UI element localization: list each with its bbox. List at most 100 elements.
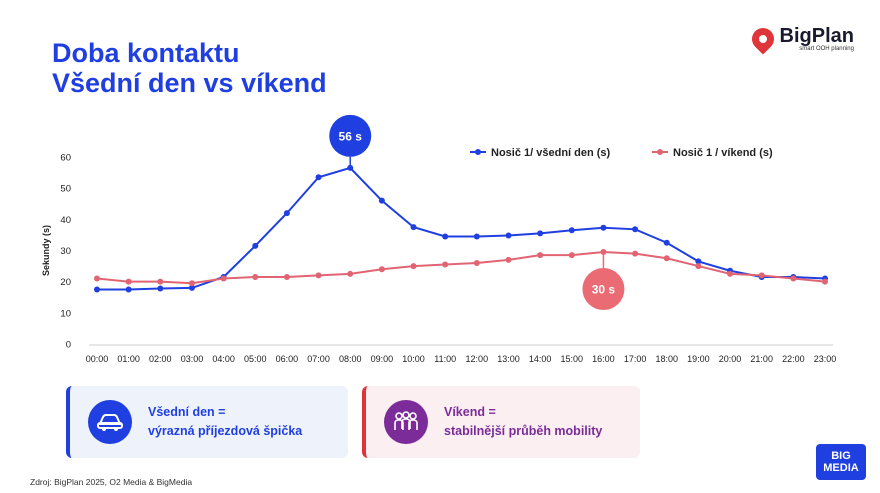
y-axis-label: Sekundy (s) [41,225,51,276]
y-tick-label: 0 [66,340,71,351]
weekend-data-point [537,252,544,259]
title-line-1: Doba kontaktu [52,38,240,68]
y-tick-label: 30 [60,246,71,257]
x-tick-label: 03:00 [181,354,204,364]
weekday-data-point [378,197,385,204]
weekday-data-point [283,210,290,217]
x-tick-label: 22:00 [782,354,805,364]
brand-line-2: MEDIA [823,462,859,474]
x-tick-label: 17:00 [624,354,647,364]
weekend-data-point [790,275,797,282]
weekend-data-point [188,280,195,287]
legend-label: Nosič 1 / víkend (s) [673,147,773,159]
weekend-data-point [94,275,100,282]
weekend-data-point [347,270,354,277]
weekday-data-point [442,233,449,240]
weekday-card-line2: výrazná příjezdová špička [148,424,303,438]
weekday-data-point [537,230,544,237]
weekend-data-point [632,250,639,257]
weekday-data-point [505,232,512,239]
weekend-data-point [568,252,575,259]
x-tick-label: 02:00 [149,354,172,364]
x-tick-label: 21:00 [750,354,773,364]
logo-name: BigPlan [779,25,854,47]
x-tick-label: 13:00 [497,354,520,364]
people-group-icon [384,400,428,444]
annotation-label: 56 s [339,129,363,143]
legend-swatch-marker [475,149,481,155]
weekday-data-point [663,239,670,246]
y-tick-label: 10 [60,308,71,319]
weekend-data-point [473,259,480,266]
y-tick-label: 40 [60,215,71,226]
bigmedia-logo: BIG MEDIA [816,444,866,480]
x-tick-label: 19:00 [687,354,710,364]
weekend-card-line2: stabilnější průběh mobility [444,424,603,438]
weekend-data-point [125,278,132,285]
weekday-data-point [600,224,607,231]
weekend-data-point [505,256,512,263]
y-tick-label: 50 [60,184,71,195]
page-title: Doba kontaktu Všední den vs víkend [52,38,327,98]
logo-tagline: smart OOH planning [799,46,854,52]
weekday-data-point [94,286,100,293]
legend-label: Nosič 1/ všední den (s) [491,147,611,159]
weekend-data-point [663,255,670,262]
x-tick-label: 05:00 [244,354,267,364]
weekday-data-point [125,286,132,293]
weekday-data-point [252,242,259,249]
x-tick-label: 01:00 [117,354,140,364]
weekday-data-point [410,224,417,231]
annotation-badge [329,114,372,157]
weekday-card: Všední den = výrazná příjezdová špička [66,386,348,458]
weekday-data-point [188,284,195,291]
y-tick-label: 60 [60,153,71,164]
x-tick-label: 09:00 [371,354,394,364]
weekday-data-point [315,174,322,181]
weekday-card-line1: Všední den = [148,405,226,419]
weekend-data-point [283,273,290,280]
bigplan-logo: BigPlan smart OOH planning [746,23,854,55]
x-tick-label: 06:00 [276,354,299,364]
x-tick-label: 18:00 [655,354,678,364]
x-tick-label: 00:00 [86,354,109,364]
weekend-data-point [378,266,385,273]
title-line-2: Všední den vs víkend [52,68,327,98]
weekday-data-point [157,285,164,292]
x-tick-label: 20:00 [719,354,742,364]
x-tick-label: 23:00 [814,354,837,364]
y-tick-label: 20 [60,277,71,288]
weekday-data-point [568,227,575,234]
x-tick-label: 16:00 [592,354,615,364]
weekday-data-point [695,258,702,265]
weekday-data-point [632,226,639,233]
weekend-data-point [220,275,227,282]
line-chart: 0 10 20 30 40 50 60 Sekundy (s) 00:00 01:00 02:00 0… [41,114,837,364]
weekend-data-point [315,272,322,279]
weekend-data-point [252,273,259,280]
weekend-card-line1: Víkend = [444,405,496,419]
source-note: Zdroj: BigPlan 2025, O2 Media & BigMedia [30,477,193,487]
x-tick-label: 12:00 [466,354,489,364]
x-tick-label: 04:00 [212,354,235,364]
legend-swatch-marker [657,149,663,155]
x-tick-label: 15:00 [561,354,584,364]
weekend-series-line [96,251,826,285]
x-tick-label: 10:00 [402,354,425,364]
weekend-data-point [695,263,702,270]
annotation-label: 30 s [592,283,616,297]
weekend-data-point [157,278,164,285]
weekend-data-point [442,261,449,268]
weekday-data-point [473,233,480,240]
weekend-card: Víkend = stabilnější průběh mobility [362,386,640,458]
weekend-data-point [727,270,734,277]
car-icon [88,400,132,444]
x-tick-label: 08:00 [339,354,362,364]
weekend-data-point [822,278,828,285]
weekend-data-point [758,272,765,279]
x-tick-label: 14:00 [529,354,552,364]
annotation-badge [582,268,625,311]
brand-line-1: BIG [831,450,851,462]
map-pin-icon [746,23,779,55]
x-tick-label: 07:00 [307,354,330,364]
